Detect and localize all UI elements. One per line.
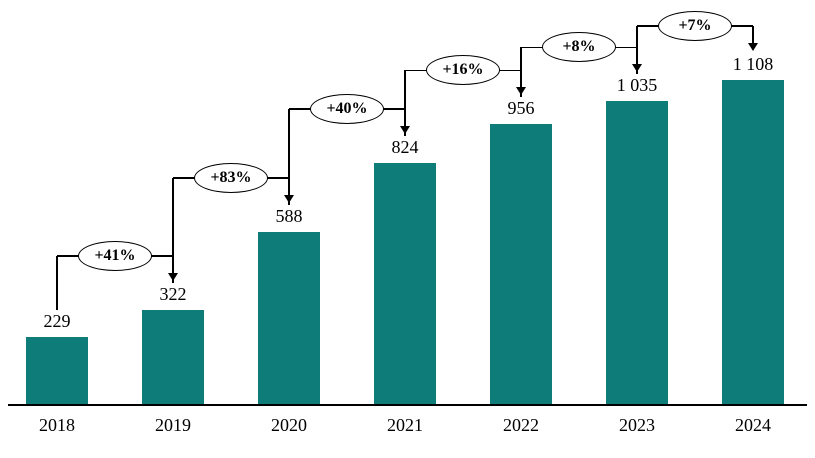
- bar-value-label: 956: [507, 98, 535, 119]
- bar-value-label: 824: [391, 137, 419, 158]
- bar: [606, 101, 668, 404]
- bar: [258, 232, 320, 404]
- connector-line: [752, 26, 754, 43]
- bar-value-label: 322: [159, 283, 187, 304]
- bar: [490, 124, 552, 404]
- connector-line: [56, 255, 58, 311]
- x-tick-label: 2024: [735, 415, 771, 435]
- bar-value-label: 1 035: [616, 75, 658, 96]
- bar-value-label: 229: [43, 311, 71, 332]
- growth-badge: +8%: [542, 32, 616, 63]
- arrow-down-icon: [748, 43, 758, 51]
- connector-line: [636, 26, 638, 75]
- connector-line: [520, 47, 522, 98]
- connector-line: [172, 178, 174, 283]
- x-axis-line: [8, 404, 807, 406]
- bar: [374, 163, 436, 404]
- bar: [142, 309, 204, 404]
- connector-line: [288, 109, 290, 206]
- x-tick-label: 2021: [387, 415, 423, 435]
- bar: [722, 80, 784, 404]
- x-tick-label: 2022: [503, 415, 539, 435]
- bar: [26, 337, 88, 404]
- x-tick-label: 2023: [619, 415, 655, 435]
- connector-line: [404, 70, 406, 137]
- x-tick-label: 2019: [155, 415, 191, 435]
- growth-badge: +41%: [78, 240, 152, 271]
- growth-badge: +83%: [194, 163, 268, 194]
- growth-badge: +16%: [426, 55, 500, 86]
- bar-value-label: 588: [275, 206, 303, 227]
- growth-badge: +7%: [658, 11, 732, 41]
- x-tick-label: 2020: [271, 415, 307, 435]
- x-tick-label: 2018: [39, 415, 75, 435]
- bar-value-label: 1 108: [732, 54, 774, 74]
- growth-badge: +40%: [310, 94, 384, 125]
